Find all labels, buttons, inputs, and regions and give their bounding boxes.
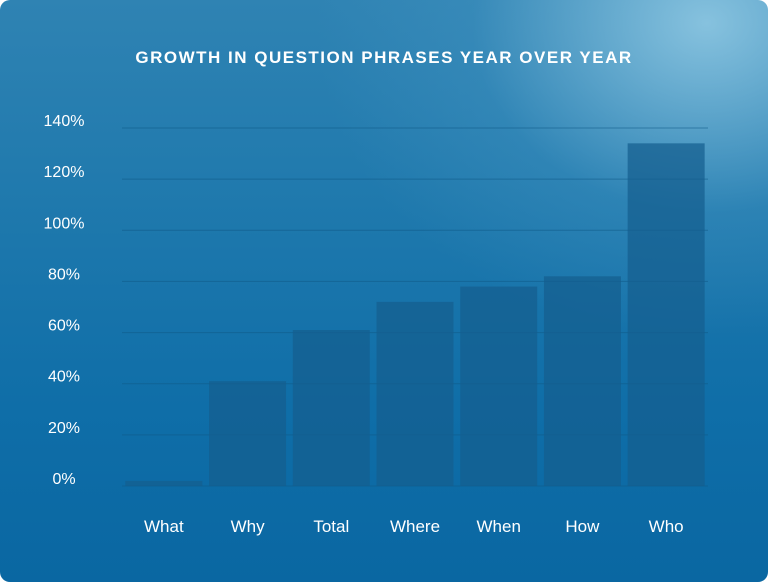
y-tick-label: 80% — [48, 266, 80, 283]
y-tick-label: 120% — [44, 164, 85, 181]
bar-how — [543, 276, 621, 486]
bar-why — [209, 381, 287, 486]
y-tick-label: 20% — [48, 420, 80, 437]
bar-when — [460, 286, 538, 486]
y-tick-label: 0% — [52, 471, 75, 488]
x-tick-label: What — [144, 517, 184, 536]
y-tick-label: 100% — [44, 215, 85, 232]
x-tick-label: Where — [390, 517, 440, 536]
chart-title: GROWTH IN QUESTION PHRASES YEAR OVER YEA… — [135, 48, 633, 67]
x-tick-label: When — [477, 517, 521, 536]
x-tick-label: How — [565, 517, 600, 536]
x-tick-label: Why — [231, 517, 266, 536]
bar-total — [292, 330, 370, 486]
bar-what — [125, 480, 203, 486]
y-tick-label: 60% — [48, 318, 80, 335]
y-tick-label: 40% — [48, 369, 80, 386]
x-tick-label: Total — [313, 517, 349, 536]
bar-where — [376, 301, 454, 486]
x-tick-label: Who — [649, 517, 684, 536]
bar-who — [627, 143, 705, 487]
y-tick-label: 140% — [44, 113, 85, 130]
